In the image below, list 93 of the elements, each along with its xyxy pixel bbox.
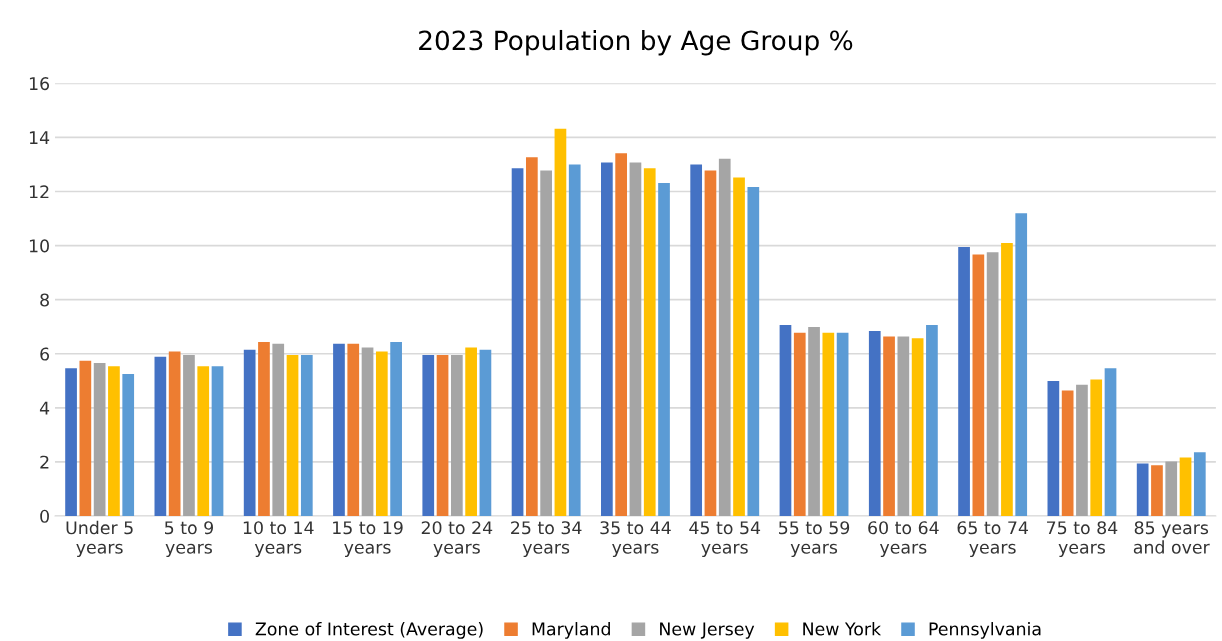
bar: [601, 162, 613, 517]
x-tick-label: 60 to 64 years: [868, 521, 939, 558]
y-tick-label: 16: [29, 77, 50, 91]
bar: [1090, 379, 1103, 517]
bar: [93, 362, 106, 517]
y-tick-label: 4: [39, 401, 50, 415]
bar: [197, 366, 210, 517]
bar: [1047, 381, 1060, 517]
bar: [1015, 213, 1028, 517]
bar: [690, 164, 703, 517]
bar: [883, 336, 895, 517]
x-tick-label: 35 to 44 years: [600, 521, 671, 558]
bar: [554, 128, 567, 517]
bar: [658, 183, 670, 517]
legend-label: New York: [803, 622, 882, 636]
x-tick-label: Under 5 years: [66, 520, 133, 558]
bar: [108, 366, 120, 517]
bar: [1001, 242, 1013, 517]
legend-label: New Jersey: [660, 622, 755, 639]
bar: [243, 349, 256, 517]
bar: [926, 325, 938, 517]
bar: [436, 355, 449, 517]
bar: [300, 355, 313, 517]
bar: [718, 158, 731, 517]
bar: [286, 355, 299, 517]
bar: [1076, 384, 1088, 517]
y-tick-label: 14: [29, 131, 50, 145]
y-tick-label: 12: [29, 185, 49, 199]
x-tick-label: 25 to 34 years: [511, 521, 582, 558]
bar: [986, 252, 999, 517]
bar: [629, 162, 642, 517]
bar: [1193, 452, 1206, 517]
y-tick-label: 2: [40, 455, 49, 469]
x-tick-label: 85 years and over: [1133, 521, 1210, 554]
bar: [465, 347, 477, 517]
bar: [511, 168, 524, 517]
chart-title: 2023 Population by Age Group %: [419, 29, 853, 56]
bar: [1151, 465, 1163, 517]
legend-label: Maryland: [532, 622, 610, 639]
x-tick-label: 20 to 24 years: [421, 521, 493, 558]
legend-label: Pennsylvania: [929, 622, 1041, 639]
bar: [779, 325, 792, 517]
bar: [168, 351, 181, 517]
y-tick-label: 0: [40, 509, 49, 523]
bar: [258, 342, 270, 517]
x-tick-label: 10 to 14 years: [243, 521, 314, 558]
bar: [1104, 368, 1117, 517]
bar: [897, 336, 910, 517]
x-tick-label: 75 to 84 years: [1047, 521, 1118, 558]
x-tick-label: 15 to 19 years: [333, 521, 403, 558]
bar: [733, 177, 745, 517]
x-tick-label: 5 to 9 years: [165, 521, 213, 558]
bar: [704, 170, 717, 517]
x-tick-label: 65 to 74 years: [957, 521, 1028, 558]
bar: [333, 343, 345, 517]
bar: [747, 186, 760, 517]
bar: [615, 153, 628, 517]
y-tick-label: 6: [40, 347, 50, 361]
bar: [568, 164, 581, 517]
bar: [836, 332, 849, 517]
y-tick-label: 8: [40, 293, 49, 307]
bar: [79, 360, 92, 517]
legend-label: Zone of Interest (Average): [255, 622, 483, 639]
bar: [361, 347, 374, 517]
y-tick-label: 10: [29, 239, 49, 253]
bar: [65, 368, 77, 517]
bar: [793, 332, 806, 517]
bar: [958, 246, 970, 517]
bar: [1165, 461, 1178, 517]
bar: [390, 342, 402, 517]
bar: [911, 338, 924, 517]
bar: [643, 168, 656, 517]
bar: [1136, 463, 1149, 517]
bar: [422, 355, 435, 517]
bar: [868, 331, 881, 517]
bar: [154, 356, 167, 517]
bar: [375, 351, 388, 517]
bar: [1061, 390, 1074, 517]
bar: [808, 326, 820, 517]
bar: [540, 170, 552, 517]
x-tick-label: 55 to 59 years: [779, 521, 850, 558]
bar: [347, 343, 360, 517]
bar: [479, 349, 492, 517]
bar: [525, 157, 538, 517]
bar: [122, 374, 135, 517]
bar: [450, 355, 463, 517]
bar: [822, 332, 835, 517]
bar: [972, 254, 985, 517]
bar: [183, 355, 195, 517]
bar: [272, 343, 285, 517]
bar: [1179, 457, 1192, 517]
bar: [211, 366, 224, 517]
x-tick-label: 45 to 54 years: [689, 521, 761, 558]
